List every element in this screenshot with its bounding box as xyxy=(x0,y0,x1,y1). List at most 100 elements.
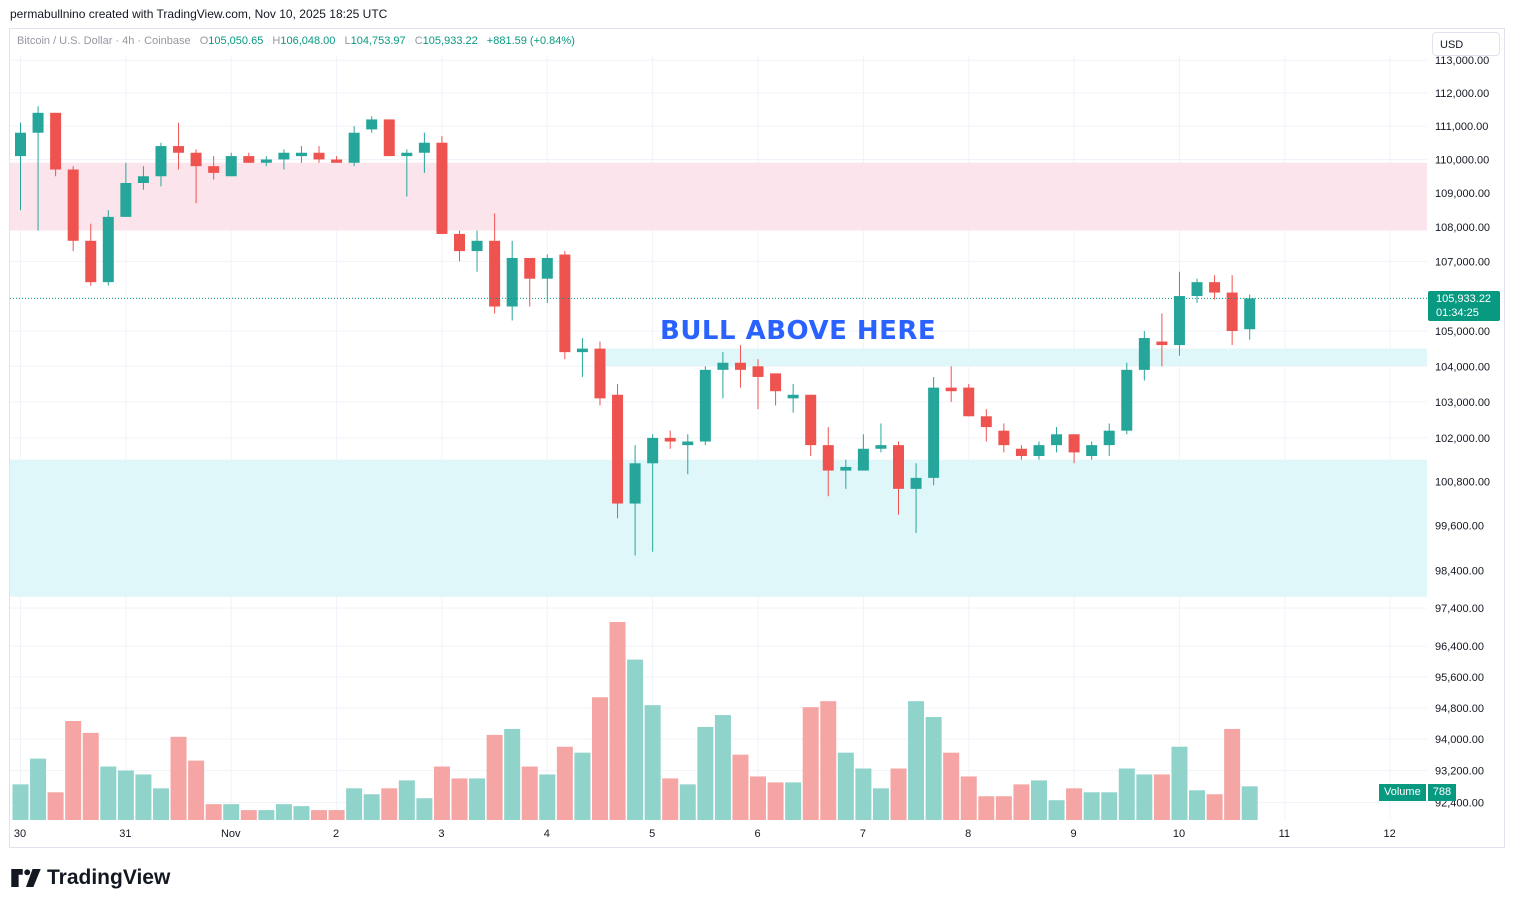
candle-body xyxy=(454,233,465,252)
candle-body xyxy=(1138,338,1150,370)
volume-bar xyxy=(12,784,29,820)
candle-body xyxy=(787,394,799,399)
candle-body xyxy=(840,466,852,471)
price-tick-label: 99,600.00 xyxy=(1435,521,1484,533)
candle-body xyxy=(155,146,167,177)
volume-bar xyxy=(469,778,486,820)
volume-bar xyxy=(679,784,696,820)
zone-support xyxy=(10,459,1427,597)
last-price-label: 105,933.22 01:34:25 xyxy=(1428,291,1500,321)
candle-body xyxy=(471,240,483,252)
time-tick-label: 30 xyxy=(14,828,26,840)
price-axis: 113,000.00 112,000.00 111,000.00 110,000.00… xyxy=(1435,55,1490,809)
candle-body xyxy=(383,119,395,157)
symbol-legend: Bitcoin / U.S. Dollar · 4h · Coinbase O1… xyxy=(17,35,575,47)
volume-bar xyxy=(504,728,521,820)
volume-bar xyxy=(890,768,907,820)
currency-button[interactable]: USD xyxy=(1432,32,1500,56)
candle-body xyxy=(102,216,114,283)
price-tick-label: 110,000.00 xyxy=(1435,154,1489,166)
candle-body xyxy=(963,387,975,417)
volume-bar xyxy=(346,788,363,820)
time-tick-label: 4 xyxy=(544,828,550,840)
candle-body xyxy=(50,112,62,170)
bar-countdown: 01:34:25 xyxy=(1436,307,1479,319)
volume-bar xyxy=(767,782,784,820)
candle-body xyxy=(805,394,817,446)
candle-body xyxy=(770,373,782,392)
price-tick-label: 104,000.00 xyxy=(1435,361,1490,373)
volume-bar xyxy=(943,752,960,820)
candle-body xyxy=(120,182,132,217)
price-zones xyxy=(10,162,1427,597)
symbol-name: Bitcoin / U.S. Dollar · 4h · Coinbase xyxy=(17,35,191,47)
candle-body xyxy=(260,159,272,163)
time-tick-label: 6 xyxy=(754,828,760,840)
candle-body xyxy=(190,152,202,167)
volume-bar xyxy=(1171,746,1188,820)
candle-body xyxy=(278,152,290,160)
price-tick-label: 100,800.00 xyxy=(1435,477,1490,489)
candle-body xyxy=(67,169,79,241)
time-tick-label: 31 xyxy=(119,828,131,840)
volume-bar xyxy=(433,766,450,820)
candle-body xyxy=(629,463,641,504)
volume-bar xyxy=(820,701,837,820)
volume-bar xyxy=(785,782,802,820)
last-price-value: 105,933.22 xyxy=(1436,293,1492,305)
time-tick-label: 7 xyxy=(860,828,866,840)
candle-body xyxy=(998,430,1010,446)
volume-label: Volume xyxy=(1379,784,1426,801)
volume-bar xyxy=(293,806,310,820)
volume-bar xyxy=(100,766,117,820)
candle-body xyxy=(85,240,97,283)
candle-body xyxy=(1121,369,1133,431)
volume-bar xyxy=(30,758,47,820)
chart-frame xyxy=(9,28,1505,848)
volume-bar xyxy=(1118,768,1135,820)
candle-body xyxy=(173,146,185,153)
volume-bar xyxy=(381,788,398,820)
time-tick-label: 8 xyxy=(965,828,971,840)
tradingview-logo[interactable]: TradingView xyxy=(11,866,170,890)
volume-bar xyxy=(574,752,591,820)
volume-bar xyxy=(556,746,573,820)
volume-bar xyxy=(1241,786,1258,820)
tradingview-logo-icon xyxy=(11,869,41,887)
chart-annotation[interactable]: BULL ABOVE HERE xyxy=(660,316,937,346)
volume-bar xyxy=(1030,780,1047,820)
volume-bar xyxy=(978,796,995,820)
price-tick-label: 113,000.00 xyxy=(1435,55,1489,67)
price-tick-label: 112,000.00 xyxy=(1435,88,1489,100)
candle-body xyxy=(243,156,255,163)
candle-body xyxy=(1244,298,1256,330)
price-tick-label: 94,800.00 xyxy=(1435,703,1484,715)
price-tick-label: 97,400.00 xyxy=(1435,603,1484,615)
volume-bar xyxy=(258,810,275,820)
volume-bar xyxy=(117,770,134,820)
volume-bar xyxy=(837,752,854,820)
candle-body xyxy=(225,156,237,177)
volume-bar xyxy=(644,705,661,820)
volume-bar xyxy=(398,780,415,820)
volume-bar xyxy=(855,768,872,820)
price-tick-label: 98,400.00 xyxy=(1435,565,1484,577)
time-tick-label: 5 xyxy=(649,828,655,840)
volume-bar xyxy=(1013,784,1030,820)
candle-body xyxy=(418,142,430,153)
time-tick-label: 11 xyxy=(1279,828,1290,840)
volume-bar xyxy=(363,794,380,820)
volume-bar xyxy=(170,736,187,820)
volume-bar xyxy=(152,788,169,820)
candle-body xyxy=(137,176,149,183)
candles xyxy=(15,106,1256,556)
candle-body xyxy=(647,437,659,464)
volume-bar xyxy=(539,774,556,820)
candle-body xyxy=(664,437,676,442)
price-tick-label: 111,000.00 xyxy=(1435,121,1488,133)
chart-attribution: permabullnino created with TradingView.c… xyxy=(10,7,388,21)
candle-body xyxy=(734,362,746,370)
volume-bar xyxy=(1206,794,1223,820)
candle-body xyxy=(945,387,957,392)
